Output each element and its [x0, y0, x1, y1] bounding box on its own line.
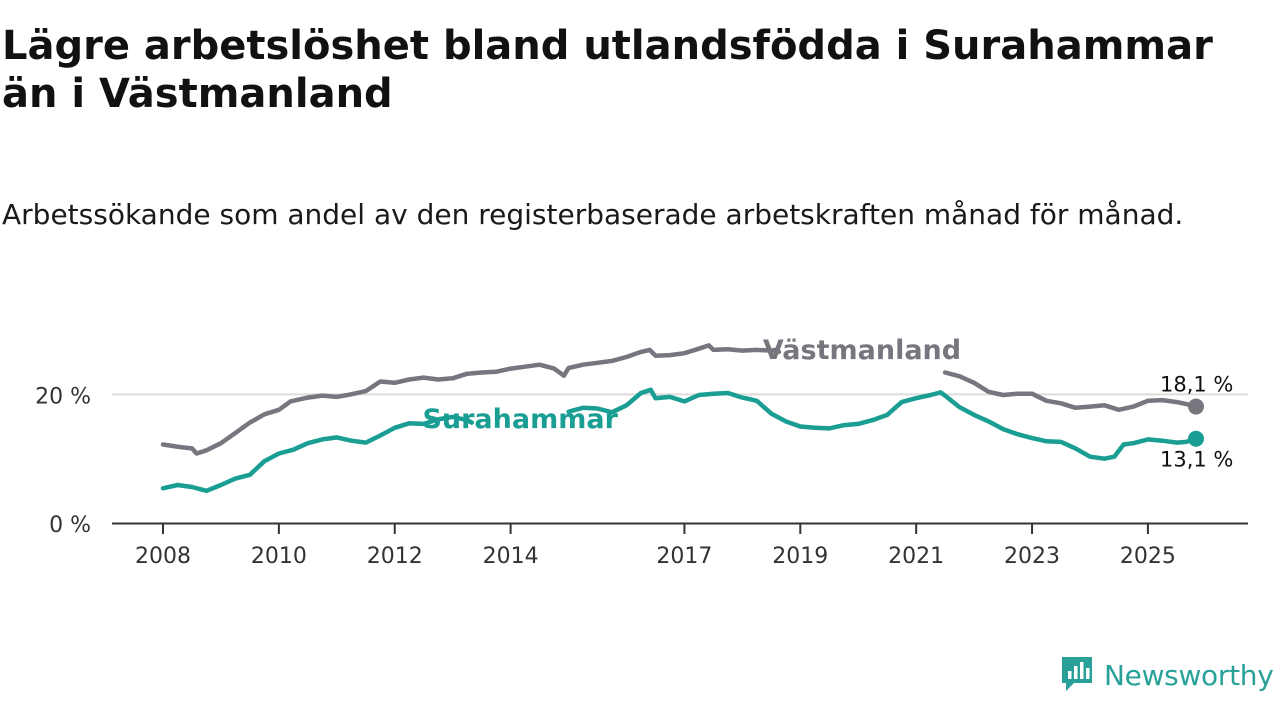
series-line-surahammar: [566, 387, 1199, 461]
series-label-surahammar: Surahammar: [422, 404, 618, 435]
x-tick-label: 2014: [483, 544, 539, 569]
series-line-västmanland: [942, 370, 1199, 413]
series-lines: [160, 343, 1204, 494]
x-tick-label: 2017: [656, 544, 712, 569]
series-line-surahammar: [160, 414, 475, 494]
chart-subtitle: Arbetssökande som andel av den registerb…: [2, 198, 1184, 231]
end-point-surahammar: [1188, 430, 1204, 447]
chart-title: Lägre arbetslöshet bland utlandsfödda i …: [2, 23, 1213, 117]
y-tick-label: 0 %: [49, 513, 91, 538]
series-label-vastmanland: Västmanland: [763, 335, 961, 366]
axes: 0 % 20 % 2008 2010 2012 2014 2017 2019 2021 2023 2…: [35, 384, 1248, 569]
newsworthy-logo-text: Newsworthy: [1104, 658, 1274, 692]
y-tick-label: 20 %: [35, 384, 91, 409]
x-tick-label: 2023: [1004, 544, 1060, 569]
labels: 18,1 % 13,1 % Västmanland Surahammar: [422, 335, 1233, 472]
newsworthy-logo-icon: [1062, 657, 1092, 691]
series-line-västmanland: [160, 343, 782, 456]
x-tick-label: 2021: [888, 544, 944, 569]
end-label-vastmanland: 18,1 %: [1160, 373, 1233, 397]
x-tick-label: 2012: [367, 544, 423, 569]
x-tick-label: 2019: [772, 544, 828, 569]
x-tick-label: 2025: [1120, 544, 1176, 569]
x-tick-label: 2010: [251, 544, 307, 569]
end-point-västmanland: [1188, 398, 1204, 415]
x-tick-label: 2008: [135, 544, 191, 569]
end-label-surahammar: 13,1 %: [1160, 448, 1233, 472]
newsworthy-logo: Newsworthy: [1060, 655, 1274, 695]
